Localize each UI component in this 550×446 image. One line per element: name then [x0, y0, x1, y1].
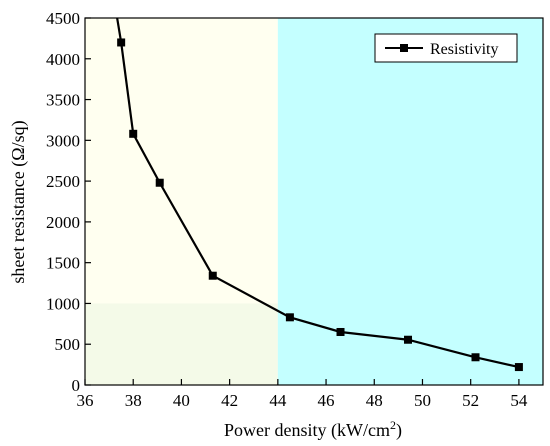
series-line [116, 18, 520, 369]
y-tick-label: 4000 [46, 50, 80, 69]
data-point [155, 178, 164, 187]
data-point [285, 313, 294, 322]
background-region-2 [277, 18, 543, 385]
background-regions [85, 18, 543, 385]
x-axis-title-main: Power density (kW/cm [224, 420, 390, 441]
data-point [514, 363, 523, 372]
x-tick-label: 36 [77, 391, 94, 410]
data-point [208, 271, 217, 280]
y-tick-label: 3000 [46, 131, 80, 150]
y-tick-label: 3500 [46, 91, 80, 110]
data-point [129, 129, 138, 138]
x-tick-label: 48 [366, 391, 383, 410]
legend: Resistivity [374, 33, 518, 63]
legend-label: Resistivity [430, 41, 498, 58]
x-tick-label: 38 [125, 391, 142, 410]
x-axis-title: Power density (kW/cm2) [224, 418, 402, 441]
tick-labels: 36 38 40 42 44 46 48 50 52 54 0 500 1000 1500 2000 2500… [46, 9, 528, 410]
data-point [404, 335, 413, 344]
y-tick-label: 2000 [46, 213, 80, 232]
y-axis-title: sheet resistance (Ω/sq) [8, 120, 29, 283]
data-point [336, 327, 345, 336]
background-region-1 [85, 303, 278, 385]
x-tick-label: 54 [510, 391, 528, 410]
x-tick-label: 50 [414, 391, 431, 410]
y-tick-label: 0 [72, 376, 81, 395]
background-region-0 [85, 18, 278, 304]
data-point [471, 353, 480, 362]
x-tick-label: 42 [221, 391, 238, 410]
plot-frame [84, 17, 544, 386]
x-tick-label: 40 [173, 391, 190, 410]
y-tick-label: 1000 [46, 294, 80, 313]
data-point [117, 38, 126, 47]
x-tick-label: 52 [462, 391, 479, 410]
y-tick-label: 4500 [46, 9, 80, 28]
x-axis-title-superscript: 2 [390, 418, 396, 432]
x-axis-title-end: ) [396, 420, 402, 441]
x-tick-label: 46 [318, 391, 335, 410]
x-tick-label: 44 [269, 391, 287, 410]
data-series [116, 18, 523, 372]
y-tick-label: 1500 [46, 254, 80, 273]
y-tick-label: 500 [55, 335, 81, 354]
legend-marker [400, 44, 408, 52]
y-tick-label: 2500 [46, 172, 80, 191]
